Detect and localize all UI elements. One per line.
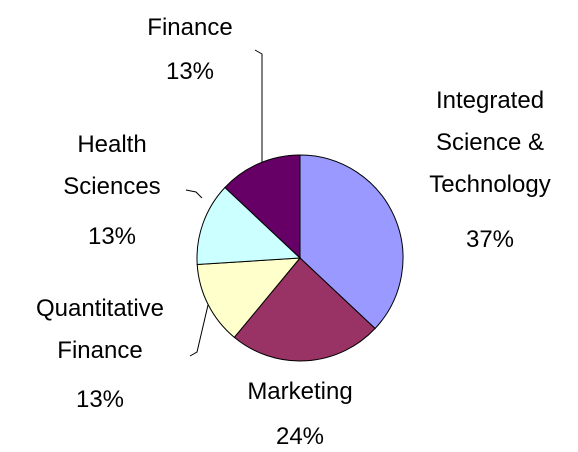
pie-slice [196, 257, 302, 339]
leader-line [189, 287, 213, 357]
pie-slice [224, 154, 301, 260]
percent-label: 13% [165, 58, 215, 85]
percent-label: 13% [75, 386, 125, 413]
slice-label: Marketing [247, 378, 353, 405]
percent-label: 13% [87, 223, 137, 250]
leader-line [254, 49, 263, 162]
percent-label: 37% [465, 226, 515, 253]
pie-slice [233, 257, 376, 362]
leader-line [185, 189, 203, 199]
percent-label: 24% [275, 423, 325, 450]
slice-label: Integrated Science & Technology [429, 87, 551, 198]
pie-slice [299, 154, 404, 330]
slice-label: Health Sciences [63, 131, 161, 200]
slice-label: Quantitative Finance [35, 295, 165, 364]
slice-label: Finance [147, 14, 233, 41]
pie-slice [196, 186, 302, 265]
